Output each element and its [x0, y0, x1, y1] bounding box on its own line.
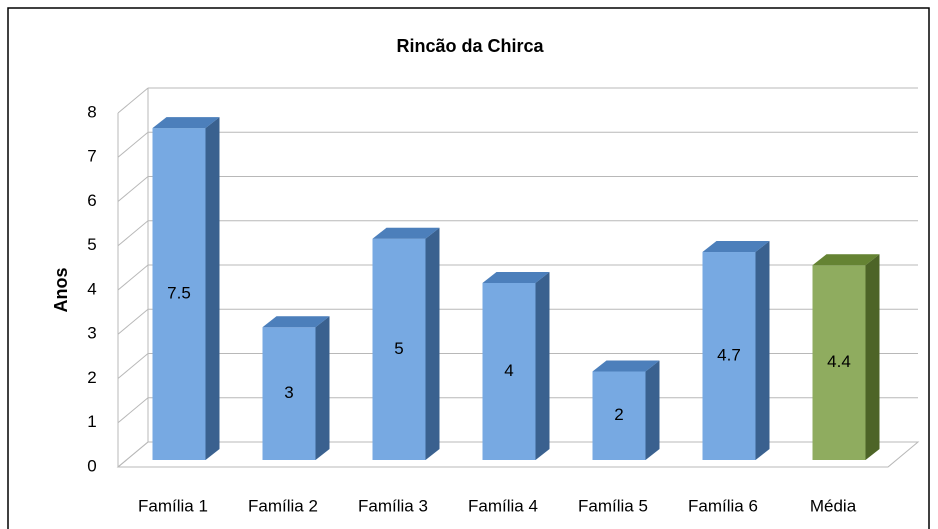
bar: [152, 117, 220, 460]
bar-front: [812, 265, 866, 460]
bar-side: [865, 254, 880, 460]
bar-front-shade: [262, 327, 316, 460]
y-tick-label: 7: [87, 147, 96, 166]
y-tick-label: 2: [87, 368, 96, 387]
bar-top: [372, 227, 440, 239]
grid-line-side: [117, 87, 149, 114]
y-axis-title: Anos: [51, 268, 71, 313]
grid-line-side: [117, 353, 149, 379]
data-label: 4: [504, 361, 513, 380]
x-tick-label: Média: [810, 496, 857, 515]
bar-front: [592, 371, 646, 460]
bar-side-shade: [425, 227, 440, 460]
bar-front-shade: [812, 265, 866, 460]
grid-line-side: [117, 264, 149, 291]
bar-front: [702, 252, 756, 460]
bar-side: [755, 241, 770, 460]
y-tick-label: 8: [87, 102, 96, 121]
bar-front: [372, 238, 426, 460]
bar-top: [592, 360, 660, 372]
bar-front-shade: [152, 128, 206, 460]
bar: [592, 360, 660, 460]
bar-front: [482, 283, 536, 460]
data-label: 7.5: [167, 284, 191, 303]
x-tick-label: Família 4: [468, 496, 538, 515]
bar: [372, 227, 440, 460]
bar-top: [482, 272, 550, 283]
grid-line-side: [117, 441, 149, 468]
bar-side: [645, 360, 660, 460]
y-tick-label: 6: [87, 191, 96, 210]
chart-title: Rincão da Chirca: [396, 36, 544, 56]
bar: [702, 241, 770, 460]
bar-top: [262, 316, 330, 328]
bar-side-shade: [865, 254, 880, 460]
y-tick-label: 5: [87, 235, 96, 254]
bar-side: [205, 117, 220, 460]
bar-front: [262, 327, 316, 460]
bar: [262, 316, 330, 460]
data-label: 4.7: [717, 345, 741, 364]
x-tick-label: Família 2: [248, 496, 318, 515]
x-tick-label: Família 5: [578, 496, 648, 515]
bar-top-shade: [152, 117, 220, 129]
bar-front: [152, 128, 206, 460]
bar-side-shade: [755, 241, 770, 460]
bar-front-shade: [372, 238, 426, 460]
y-tick-label: 0: [87, 456, 96, 475]
x-tick-label: Família 3: [358, 496, 428, 515]
bar-front-shade: [482, 283, 536, 460]
y-tick-label: 1: [87, 412, 96, 431]
bar-side: [535, 272, 550, 460]
bar-top-shade: [702, 241, 770, 253]
x-tick-label: Família 1: [138, 496, 208, 515]
data-label: 4.4: [827, 352, 851, 371]
bar-top-shade: [812, 254, 880, 266]
bar-side-shade: [645, 360, 660, 460]
bar-top-shade: [482, 272, 550, 283]
grid-line-side: [117, 308, 149, 335]
bar-front-shade: [702, 252, 756, 460]
bar-front-shade: [592, 371, 646, 460]
bar-side-shade: [205, 117, 220, 460]
y-tick-label: 3: [87, 324, 96, 343]
grid-line-side: [117, 176, 149, 202]
bar-top-shade: [372, 227, 440, 239]
bar: [482, 272, 550, 460]
bar-top-shade: [592, 360, 660, 372]
x-tick-label: Família 6: [688, 496, 758, 515]
bar: [812, 254, 880, 460]
grid-line-side: [117, 220, 149, 247]
grid-line-side: [117, 131, 149, 158]
y-tick-label: 4: [87, 279, 96, 298]
bar-top: [702, 241, 770, 253]
bar-side-shade: [535, 272, 550, 460]
bar-side-shade: [315, 316, 330, 460]
bar-top: [152, 117, 220, 129]
bar-top: [812, 254, 880, 266]
data-label: 2: [614, 405, 623, 424]
bar-top-shade: [262, 316, 330, 328]
grid-line-side: [117, 397, 149, 424]
bar-side: [425, 227, 440, 460]
bar-side: [315, 316, 330, 460]
data-label: 5: [394, 339, 403, 358]
data-label: 3: [284, 383, 293, 402]
